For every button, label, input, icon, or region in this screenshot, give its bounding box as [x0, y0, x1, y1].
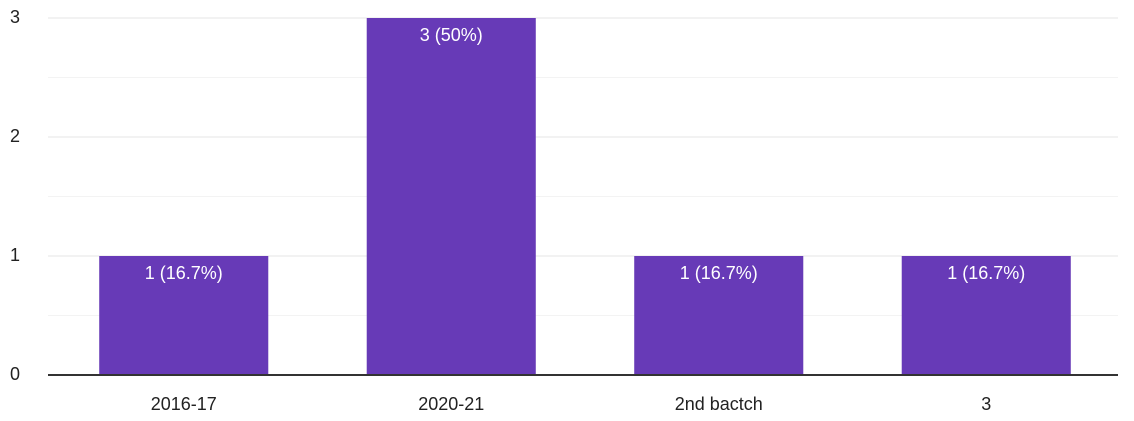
x-tick-label: 2020-21	[418, 394, 484, 414]
data-label: 1 (16.7%)	[680, 263, 758, 283]
y-tick-label: 1	[10, 245, 20, 265]
data-label: 1 (16.7%)	[145, 263, 223, 283]
y-tick-label: 0	[10, 364, 20, 384]
y-tick-label: 2	[10, 126, 20, 146]
bar	[366, 18, 536, 375]
bar	[99, 256, 269, 375]
y-tick-label: 3	[10, 7, 20, 27]
data-label: 3 (50%)	[420, 25, 483, 45]
data-label: 1 (16.7%)	[947, 263, 1025, 283]
x-tick-label: 3	[981, 394, 991, 414]
bar	[901, 256, 1071, 375]
x-tick-label: 2016-17	[151, 394, 217, 414]
x-tick-label: 2nd bactch	[675, 394, 763, 414]
bar	[634, 256, 804, 375]
